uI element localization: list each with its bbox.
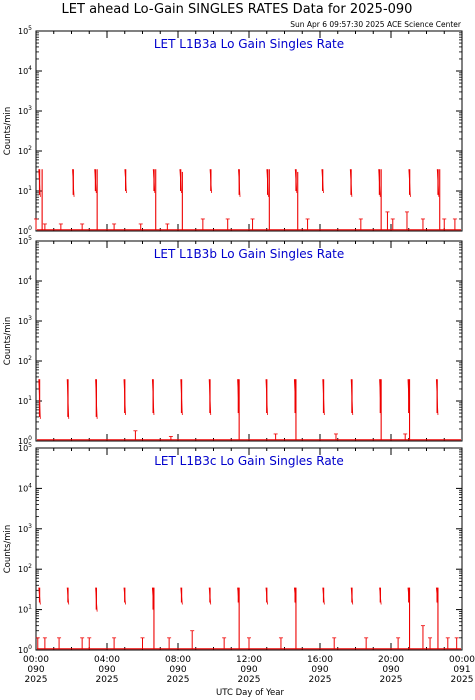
series-spike-edge	[123, 379, 126, 416]
series-spike-edge	[435, 379, 439, 416]
x-tick-doy: 091	[453, 665, 470, 675]
plot-frame	[35, 240, 463, 442]
y-tick-label: 105	[18, 25, 32, 36]
y-tick-label: 101	[18, 604, 32, 615]
x-tick-year: 2025	[238, 675, 261, 685]
x-tick-year: 2025	[25, 675, 48, 685]
series-spike-edge	[94, 169, 97, 194]
series-spike-edge	[95, 587, 98, 612]
x-tick-year: 2025	[96, 675, 119, 685]
x-tick-doy: 090	[98, 665, 115, 675]
y-tick-label: 104	[18, 275, 32, 286]
series-spike-edge	[179, 169, 182, 194]
y-tick-label: 101	[18, 185, 32, 196]
y-tick-label: 102	[18, 355, 32, 366]
y-tick-label: 104	[18, 482, 32, 493]
series-spike-edge	[152, 169, 156, 194]
series-spike-edge	[208, 587, 212, 605]
y-tick-label: 102	[18, 145, 32, 156]
y-tick-label: 105	[18, 442, 32, 453]
series-spike-edge	[123, 587, 126, 605]
panel-title: LET L1B3a Lo Gain Singles Rate	[154, 37, 344, 51]
x-tick-time: 04:00	[94, 655, 120, 665]
y-tick-label: 103	[18, 315, 32, 326]
x-axis-label: UTC Day of Year	[216, 688, 284, 698]
series-spike-edge	[180, 587, 183, 605]
y-tick-label: 100	[18, 644, 32, 655]
series-spike-edge	[95, 379, 98, 419]
series-spike-edge	[208, 379, 212, 416]
series-spike-edge	[350, 587, 354, 605]
x-tick-time: 20:00	[378, 655, 404, 665]
x-tick-time: 00:00	[449, 655, 475, 665]
series-spike-edge	[66, 587, 70, 605]
series-spike-edge	[265, 587, 268, 605]
x-tick-doy: 090	[240, 665, 257, 675]
series-spike-edge	[38, 169, 41, 197]
series-spike-edge	[38, 379, 41, 419]
y-tick-label: 105	[18, 235, 32, 246]
y-axis-label: Counts/min	[3, 317, 13, 366]
x-tick-year: 2025	[309, 675, 332, 685]
x-tick-year: 2025	[380, 675, 403, 685]
series-spike-edge	[378, 169, 381, 197]
series-spike-edge	[151, 379, 155, 416]
panel-title: LET L1B3c Lo Gain Singles Rate	[154, 454, 344, 468]
series-spike-edge	[294, 169, 298, 194]
x-tick-doy: 090	[27, 665, 44, 675]
y-tick-label: 102	[18, 563, 32, 574]
y-axis-label: Counts/min	[3, 107, 13, 156]
series-spike-edge	[124, 169, 127, 194]
panel-2: 100 101 102 103 104 105 Counts/min LET L1B3b Lo…	[3, 235, 463, 446]
x-tick-doy: 090	[169, 665, 186, 675]
y-tick-label: 104	[18, 65, 32, 76]
chart-title: LET ahead Lo-Gain SINGLES RATES Data for…	[62, 2, 413, 17]
plot-frame	[35, 30, 463, 232]
series-spike-edge	[436, 169, 440, 197]
panel-3: 100 101 102 103 104 105 Counts/min LET L1B3c Lo…	[3, 442, 463, 655]
series-spike-edge	[38, 587, 41, 605]
y-tick-label: 101	[18, 395, 32, 406]
timestamp: Sun Apr 6 09:57:30 2025 ACE Science Cent…	[290, 20, 462, 29]
x-tick-time: 00:00	[23, 655, 49, 665]
panel-1: 100 101 102 103 104 105 Counts/min LET L1B3a Lo…	[3, 25, 463, 236]
x-tick-doy: 090	[382, 665, 399, 675]
x-tick-time: 08:00	[165, 655, 191, 665]
series-spike-edge	[379, 587, 382, 605]
x-tick-time: 16:00	[307, 655, 333, 665]
series-spike-edge	[266, 169, 269, 197]
panel-title: LET L1B3b Lo Gain Singles Rate	[154, 247, 345, 261]
y-tick-label: 100	[18, 225, 32, 236]
series-spike-edge	[350, 379, 354, 416]
series-spike-edge	[408, 169, 411, 197]
series-spike-edge	[322, 379, 325, 416]
series-spike-edge	[180, 379, 183, 416]
y-tick-label: 103	[18, 523, 32, 534]
series-spike-edge	[265, 379, 268, 416]
series-spike-edge	[349, 169, 353, 197]
x-tick-doy: 090	[311, 665, 328, 675]
series-spike-edge	[72, 169, 75, 197]
x-tick-year: 2025	[167, 675, 190, 685]
series-spike-edge	[209, 169, 213, 194]
y-tick-label: 100	[18, 435, 32, 446]
series-spike-edge	[238, 169, 241, 197]
series-spike-edge	[321, 169, 324, 194]
series-spike-edge	[322, 587, 325, 605]
y-axis-label: Counts/min	[3, 525, 13, 574]
x-tick-time: 12:00	[236, 655, 262, 665]
plot-frame	[35, 447, 463, 651]
series-spike-edge	[66, 379, 70, 419]
y-tick-label: 103	[18, 105, 32, 116]
x-tick-year: 2025	[451, 675, 474, 685]
